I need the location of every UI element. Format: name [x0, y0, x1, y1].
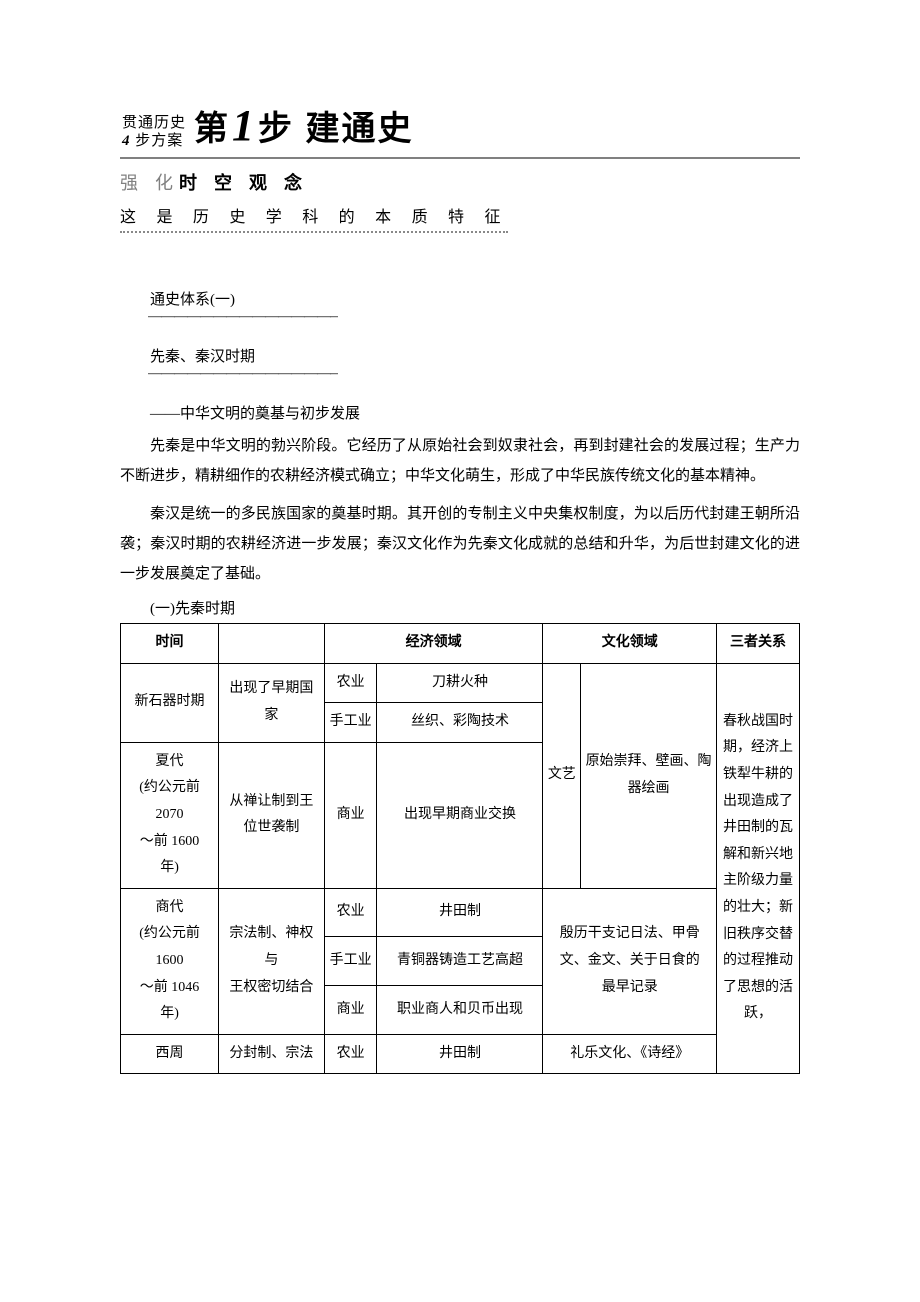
cell-zhou-politics: 分封制、宗法: [219, 1034, 325, 1074]
cell-zhou-agri-label: 农业: [324, 1034, 377, 1074]
title-left-num: 4: [122, 133, 131, 149]
cell-neolithic-politics: 出现了早期国家: [219, 663, 325, 742]
th-politics: [219, 624, 325, 664]
title-left-top: 贯通历史: [122, 114, 186, 133]
title-row: 贯通历史 4 步方案 第 1 步 建通史: [120, 100, 800, 159]
th-economy: 经济领域: [324, 624, 543, 664]
cell-xia-comm: 出现早期商业交换: [377, 742, 543, 888]
cell-neolithic-agri: 刀耕火种: [377, 663, 543, 703]
paragraph-1: 先秦是中华文明的勃兴阶段。它经历了从原始社会到奴隶社会，再到封建社会的发展过程；…: [120, 431, 800, 491]
history-table: 时间 经济领域 文化领域 三者关系 新石器时期 出现了早期国家 农业 刀耕火种 …: [120, 623, 800, 1074]
cell-xia-politics: 从禅让制到王位世袭制: [219, 742, 325, 888]
subtitle-2-wrap: 这 是 历 史 学 科 的 本 质 特 征: [120, 203, 800, 233]
cell-shang-comm: 职业商人和贝币出现: [377, 986, 543, 1035]
cell-neolithic-craft-label: 手工业: [324, 703, 377, 743]
section-heading: (一)先秦时期: [120, 597, 800, 618]
cell-shang-agri-label: 农业: [324, 888, 377, 937]
cell-shang-craft: 青铜器铸造工艺高超: [377, 937, 543, 986]
table-row: 西周 分封制、宗法 农业 井田制 礼乐文化、《诗经》: [121, 1034, 800, 1074]
cell-zhou-culture: 礼乐文化、《诗经》: [543, 1034, 717, 1074]
cell-xia-time: 夏代(约公元前2070～前 1600年): [121, 742, 219, 888]
table-row: 新石器时期 出现了早期国家 农业 刀耕火种 文艺 原始崇拜、壁画、陶器绘画 春秋…: [121, 663, 800, 703]
period-label: 先秦、秦汉时期: [120, 345, 800, 366]
cell-neolithic-time: 新石器时期: [121, 663, 219, 742]
cell-xia-comm-label: 商业: [324, 742, 377, 888]
main-title: 第 1 步 建通史: [194, 100, 413, 151]
title-left-bottom-text: 步方案: [131, 133, 184, 149]
cell-shang-politics: 宗法制、神权与王权密切结合: [219, 888, 325, 1034]
cell-neolithic-agri-label: 农业: [324, 663, 377, 703]
cell-zhou-agri: 井田制: [377, 1034, 543, 1074]
dash-underline-2: ————————————————: [148, 369, 338, 379]
cell-culture-sub-label: 文艺: [543, 663, 581, 888]
main-title-prefix: 第: [194, 101, 230, 150]
main-title-number: 1: [232, 100, 256, 151]
subtitle-line-2: 这 是 历 史 学 科 的 本 质 特 征: [120, 203, 508, 233]
title-left-label: 贯通历史 4 步方案: [120, 114, 186, 152]
paragraph-2: 秦汉是统一的多民族国家的奠基时期。其开创的专制主义中央集权制度，为以后历代封建王…: [120, 499, 800, 589]
cell-shang-comm-label: 商业: [324, 986, 377, 1035]
subtitle-1-bold: 时 空 观 念: [179, 169, 308, 195]
title-left-bottom: 4 步方案: [122, 132, 186, 151]
main-title-suffix: 步 建通史: [258, 101, 413, 150]
th-culture: 文化领域: [543, 624, 717, 664]
subtitle-line-1: 强 化 时 空 观 念: [120, 169, 800, 195]
chapter-subtitle: ——中华文明的奠基与初步发展: [120, 402, 800, 423]
system-label: 通史体系(一): [120, 288, 800, 309]
table-header-row: 时间 经济领域 文化领域 三者关系: [121, 624, 800, 664]
cell-shang-time: 商代(约公元前1600～前 1046年): [121, 888, 219, 1034]
subtitle-1-light: 强 化: [120, 169, 179, 195]
cell-zhou-time: 西周: [121, 1034, 219, 1074]
cell-shang-craft-label: 手工业: [324, 937, 377, 986]
cell-shang-agri: 井田制: [377, 888, 543, 937]
th-relation: 三者关系: [716, 624, 799, 664]
cell-neolithic-craft: 丝织、彩陶技术: [377, 703, 543, 743]
cell-shang-culture: 殷历干支记日法、甲骨文、金文、关于日食的最早记录: [543, 888, 717, 1034]
th-time: 时间: [121, 624, 219, 664]
title-block: 贯通历史 4 步方案 第 1 步 建通史 强 化 时 空 观 念 这 是 历 史…: [120, 100, 800, 233]
cell-relation: 春秋战国时期，经济上铁犁牛耕的出现造成了井田制的瓦解和新兴地主阶级力量的壮大；新…: [716, 663, 799, 1074]
table-row: 商代(约公元前1600～前 1046年) 宗法制、神权与王权密切结合 农业 井田…: [121, 888, 800, 937]
dash-underline-1: ————————————————: [148, 312, 338, 322]
cell-neolithic-culture: 原始崇拜、壁画、陶器绘画: [581, 663, 717, 888]
